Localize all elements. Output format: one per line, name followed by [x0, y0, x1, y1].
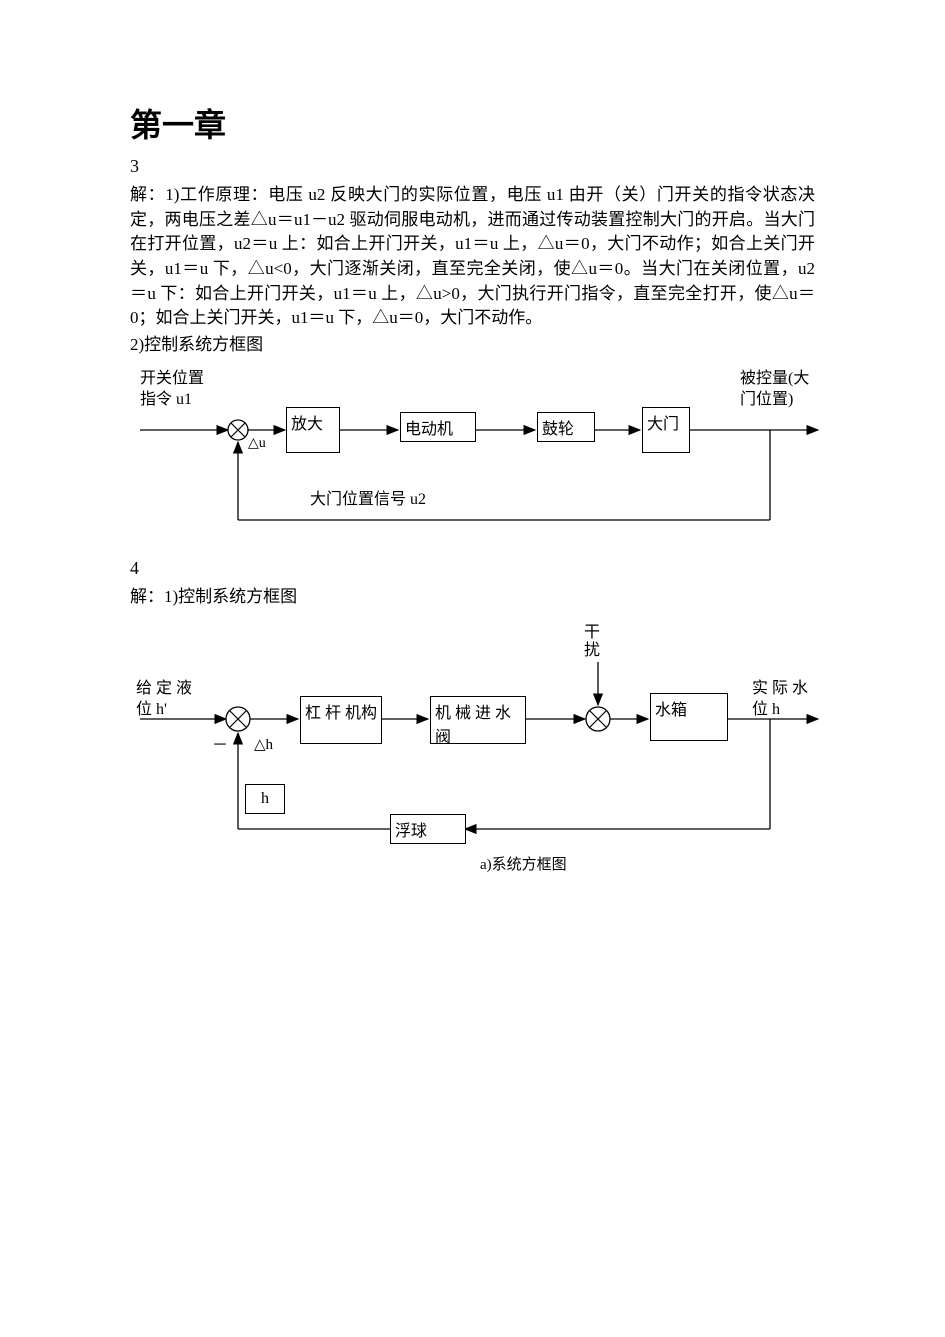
d1-block-drum: 鼓轮: [537, 412, 595, 442]
d2-block-valve: 机 械 进 水阀: [430, 696, 526, 744]
problem4-line1: 解：1)控制系统方框图: [130, 585, 815, 610]
d1-delta-label: △u: [248, 435, 266, 453]
problem3-text: 电压 u2 反映大门的实际位置，电压 u1 由开（关）门开关的指令状态决定，两电…: [130, 185, 815, 327]
d1-output-label: 被控量(大 门位置): [740, 369, 809, 411]
d1-feedback-label: 大门位置信号 u2: [310, 490, 426, 511]
d1-block-motor: 电动机: [400, 412, 476, 442]
problem3-line2: 2)控制系统方框图: [130, 333, 815, 358]
problem-number-4: 4: [130, 558, 815, 579]
d2-input-label: 给 定 液 位 h': [136, 679, 192, 721]
d2-output-label: 实 际 水 位 h: [752, 679, 808, 721]
d2-minus-label: －: [212, 736, 228, 757]
chapter-title: 第一章: [130, 100, 815, 146]
problem3-body: 解：1)工作原理：电压 u2 反映大门的实际位置，电压 u1 由开（关）门开关的…: [130, 183, 815, 331]
d2-block-lever: 杠 杆 机构: [300, 696, 382, 744]
problem3-prefix: 解：1)工作原理：: [130, 185, 268, 204]
d2-disturb-label: 干 扰: [584, 624, 600, 659]
diagram-2: 给 定 液 位 h' 实 际 水 位 h 干 扰 － △h 杠 杆 机构 机 械…: [130, 624, 830, 884]
d1-block-amp: 放大: [286, 407, 340, 453]
d2-caption: a)系统方框图: [480, 856, 567, 876]
d2-block-float: 浮球: [390, 814, 466, 844]
d2-block-tank: 水箱: [650, 693, 728, 741]
d2-h-box: h: [245, 784, 285, 814]
d1-block-gate: 大门: [642, 407, 690, 453]
d1-input-label: 开关位置 指令 u1: [140, 369, 204, 411]
diagram-1: 开关位置 指令 u1 被控量(大 门位置) △u 大门位置信号 u2 放大 电动…: [130, 365, 830, 540]
d2-delta-label: △h: [254, 736, 273, 756]
problem-number-3: 3: [130, 156, 815, 177]
